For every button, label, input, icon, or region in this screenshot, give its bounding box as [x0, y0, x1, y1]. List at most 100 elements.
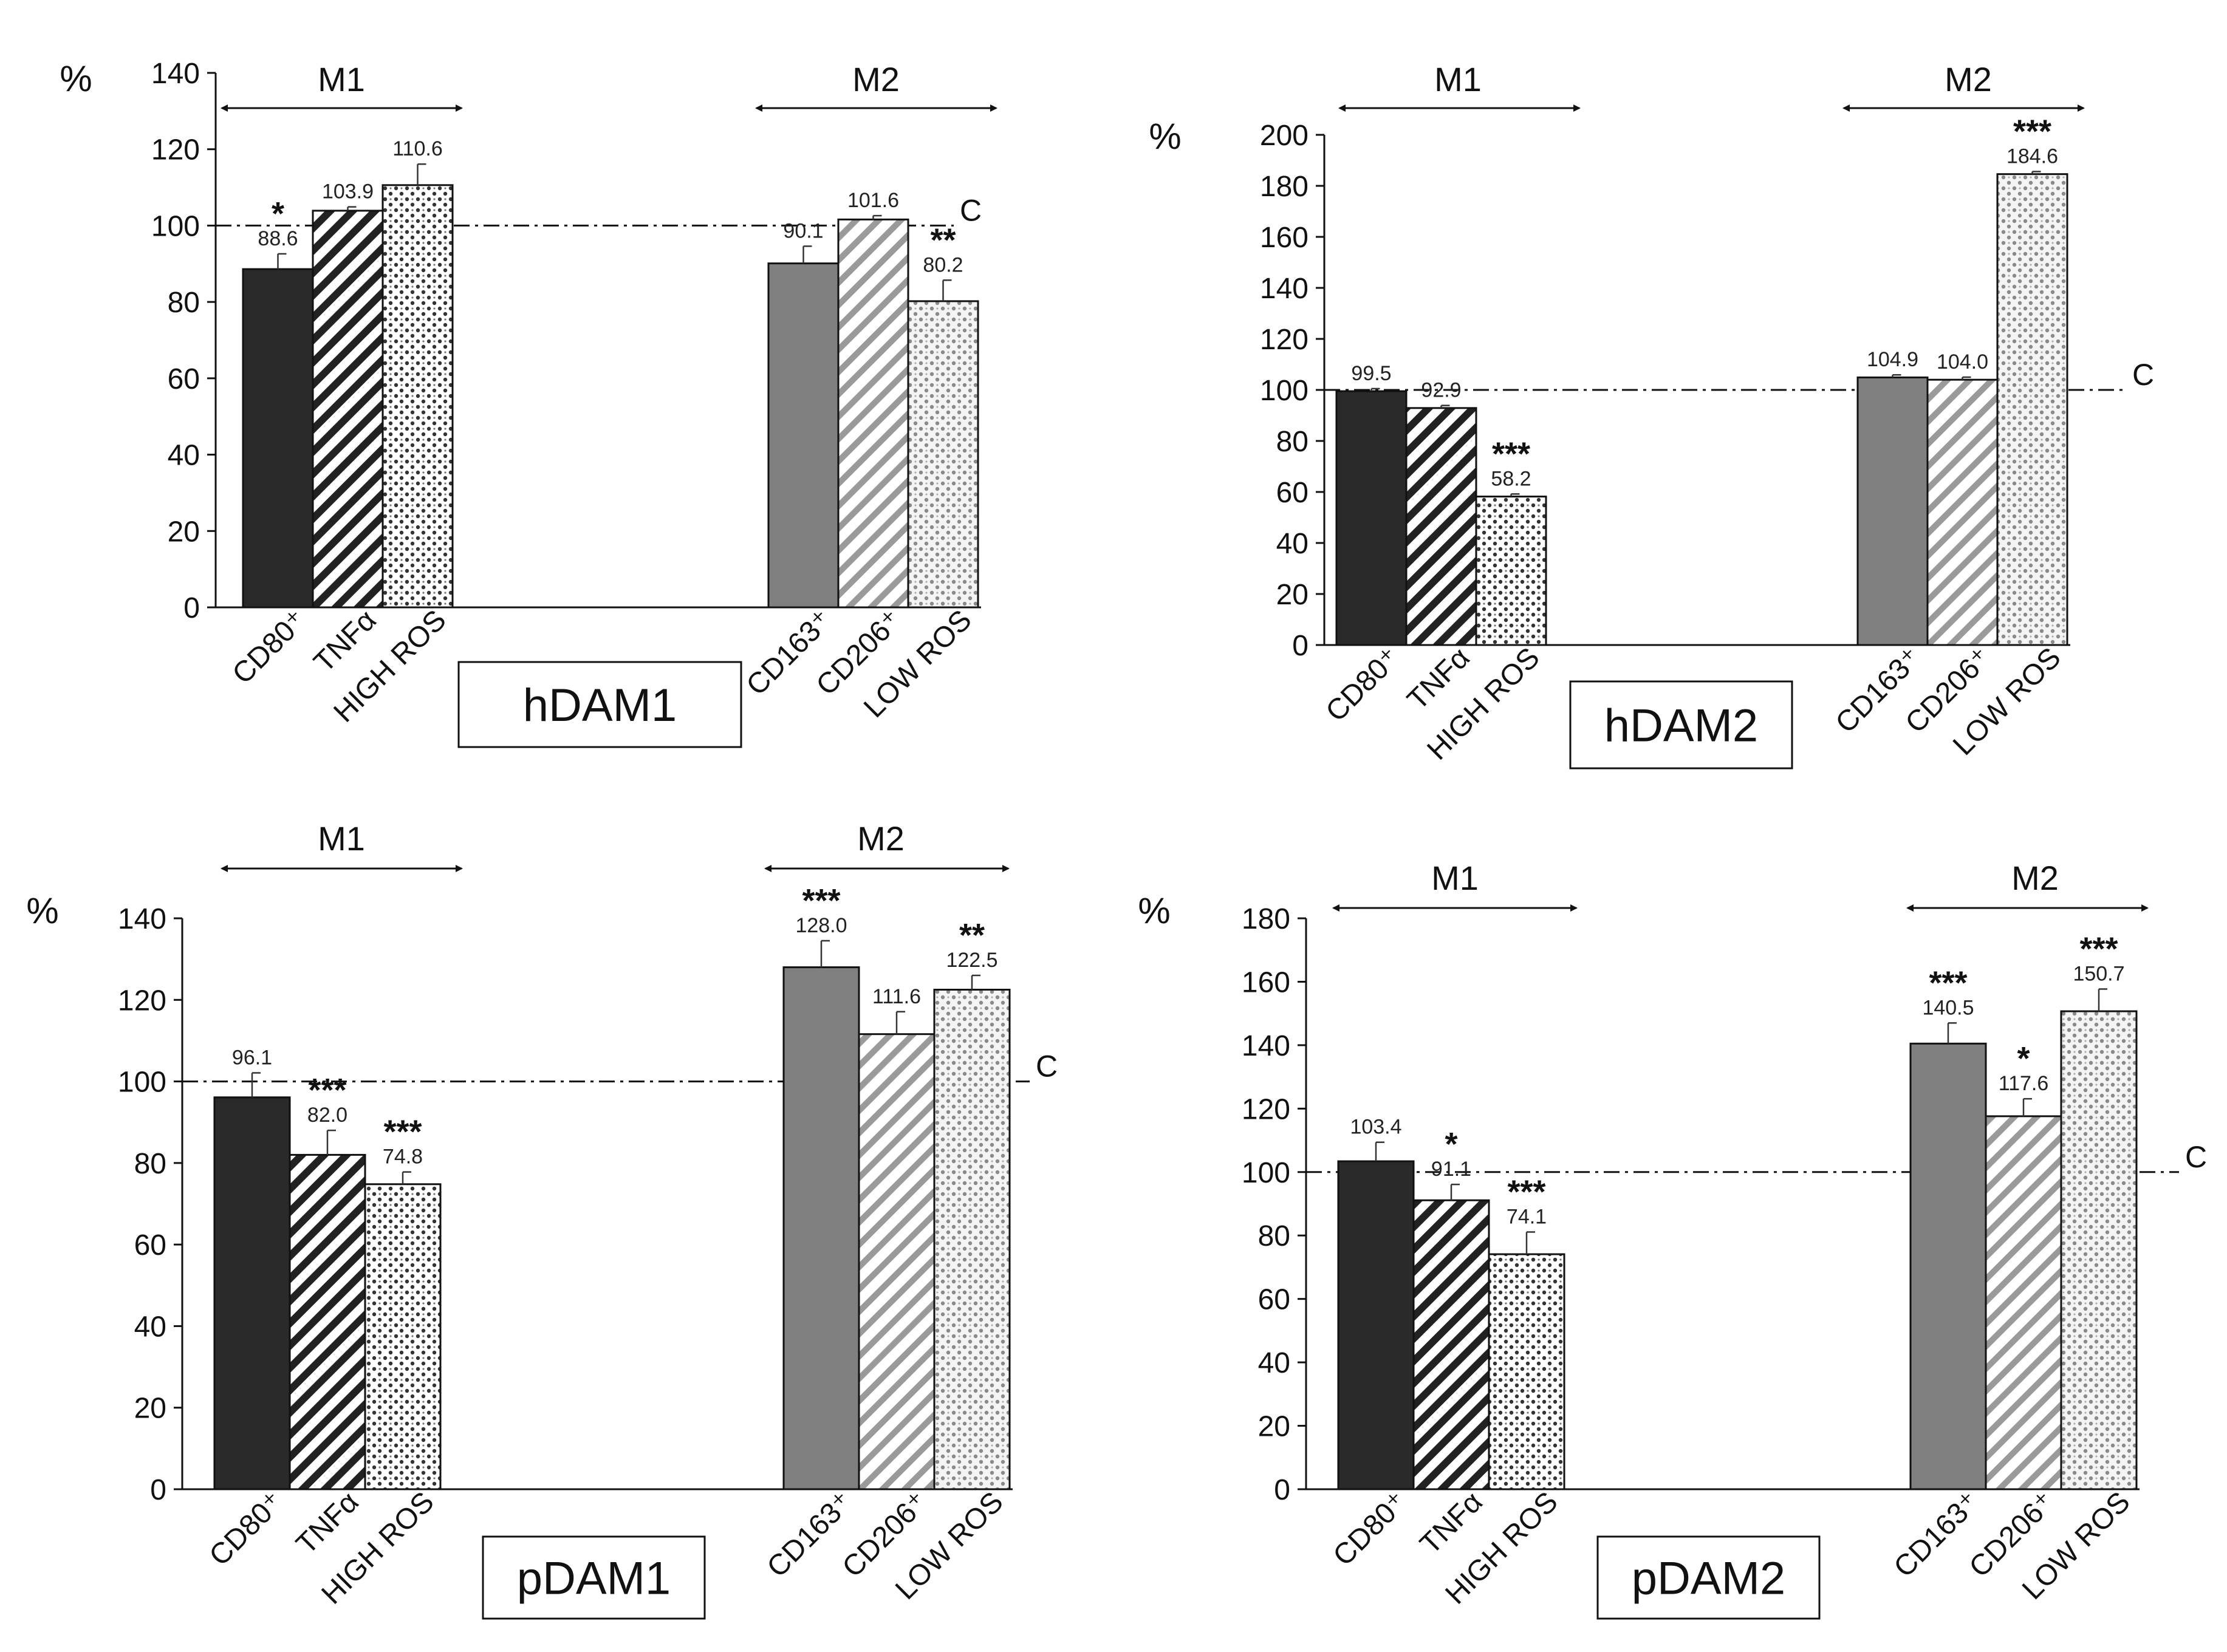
bar-tnfa — [1412, 1199, 1490, 1490]
y-tick-label: 140 — [118, 903, 166, 935]
bar-cd206 — [1926, 378, 1999, 646]
y-tick-label: 160 — [1260, 222, 1308, 254]
bar-cd80 — [213, 1096, 291, 1490]
data-label-cd163: 140.5 — [1922, 996, 1974, 1019]
significance-low-ros: *** — [2079, 930, 2118, 967]
group-label-m2: M2 — [2011, 859, 2059, 897]
y-tick-label: 20 — [168, 516, 200, 548]
group-label-m1: M1 — [1431, 859, 1479, 897]
bar-tnfa — [1405, 407, 1477, 646]
y-tick-label: 180 — [1260, 171, 1308, 203]
bar-low-ros — [907, 300, 979, 609]
y-axis-label: % — [1138, 890, 1170, 931]
control-label: C — [2132, 358, 2154, 392]
bar-high-ros — [364, 1183, 442, 1490]
y-tick-label: 0 — [150, 1474, 166, 1506]
chart-title: hDAM2 — [1604, 700, 1758, 752]
data-label-low-ros: 184.6 — [2006, 145, 2058, 168]
data-label-cd206: 101.6 — [847, 189, 899, 212]
data-label-cd80: 103.4 — [1350, 1116, 1401, 1139]
title-box — [1596, 1535, 1821, 1620]
y-tick-label: 60 — [1258, 1284, 1290, 1316]
chart-title: pDAM1 — [517, 1553, 671, 1605]
y-tick-label: 180 — [1242, 903, 1290, 935]
data-label-cd206: 104.0 — [1937, 350, 1988, 374]
y-tick-label: 100 — [1242, 1157, 1290, 1189]
significance-low-ros: ** — [959, 917, 985, 954]
group-label-m2: M2 — [857, 819, 905, 858]
y-tick-label: 60 — [1276, 477, 1308, 509]
chart-title: pDAM2 — [1632, 1553, 1785, 1605]
bar-tnfa — [312, 210, 384, 609]
data-label-cd206: 117.6 — [1999, 1072, 2049, 1095]
y-tick-label: 60 — [134, 1229, 166, 1261]
control-label: C — [960, 193, 982, 227]
bar-cd163 — [782, 966, 860, 1490]
category-label-cd80: CD80⁺ — [1320, 641, 1406, 728]
y-tick-label: 200 — [1260, 120, 1308, 152]
significance-cd163: *** — [802, 882, 840, 919]
bar-high-ros — [381, 184, 454, 609]
y-tick-label: 100 — [1260, 375, 1308, 407]
group-label-m1: M1 — [318, 819, 365, 858]
y-tick-label: 40 — [1276, 528, 1308, 560]
data-label-cd206: 111.6 — [872, 985, 921, 1008]
significance-low-ros: ** — [930, 222, 956, 258]
bar-cd163 — [767, 262, 840, 609]
y-tick-label: 120 — [118, 985, 166, 1017]
y-tick-label: 100 — [151, 210, 200, 242]
y-tick-label: 40 — [134, 1311, 166, 1343]
data-label-high-ros: 58.2 — [1491, 467, 1531, 490]
y-tick-label: 140 — [151, 58, 200, 90]
title-box — [457, 661, 742, 748]
y-tick-label: 120 — [1242, 1093, 1290, 1125]
chart-panel-pdam2: 0 20 40 60 80 100 120 140 160 180% C M1 M2 103.4 CD80⁺… — [1138, 859, 2207, 1620]
bar-cd80 — [242, 268, 314, 609]
y-tick-label: 160 — [1242, 966, 1290, 998]
bar-tnfa — [289, 1153, 366, 1490]
y-tick-label: 60 — [168, 363, 200, 395]
significance-high-ros: *** — [383, 1114, 422, 1150]
data-label-cd80: 96.1 — [232, 1046, 272, 1069]
data-label-low-ros: 80.2 — [923, 253, 963, 276]
data-label-low-ros: 150.7 — [2073, 962, 2124, 985]
y-tick-label: 40 — [1258, 1347, 1290, 1379]
y-tick-label: 140 — [1242, 1030, 1290, 1062]
significance-low-ros: *** — [2013, 113, 2051, 149]
y-tick-label: 80 — [134, 1148, 166, 1180]
title-box — [1569, 680, 1793, 770]
data-label-cd163: 104.9 — [1867, 348, 1918, 371]
control-label: C — [1036, 1050, 1058, 1084]
category-label-cd80: CD80⁺ — [204, 1486, 290, 1572]
bar-cd163 — [1909, 1042, 1987, 1490]
y-tick-label: 80 — [168, 287, 200, 319]
significance-cd163: *** — [1929, 964, 1967, 1001]
y-tick-label: 20 — [134, 1393, 166, 1425]
control-label: C — [2185, 1140, 2207, 1174]
data-label-tnfa: 91.1 — [1431, 1158, 1471, 1181]
y-axis-label: % — [26, 890, 58, 931]
y-tick-label: 40 — [168, 440, 200, 472]
data-label-cd163: 90.1 — [783, 219, 823, 242]
y-tick-label: 20 — [1276, 579, 1308, 611]
chart-title: hDAM1 — [523, 680, 677, 731]
group-label-m2: M2 — [1945, 60, 1992, 98]
y-axis-label: % — [60, 58, 92, 99]
group-label-m1: M1 — [1434, 60, 1482, 98]
data-label-tnfa: 103.9 — [322, 180, 374, 203]
significance-tnfa: * — [1445, 1126, 1457, 1162]
bar-cd80 — [1337, 1160, 1415, 1490]
y-tick-label: 80 — [1258, 1220, 1290, 1252]
category-label-cd80: CD80⁺ — [227, 604, 313, 690]
significance-high-ros: *** — [1507, 1173, 1545, 1210]
group-label-m2: M2 — [852, 60, 900, 98]
bar-cd80 — [1335, 390, 1408, 646]
chart-panel-hdam2: 0 20 40 60 80 100 120 140 160 180 200% C M1 M2 99.5 CD8… — [1149, 60, 2154, 770]
significance-cd206: * — [2017, 1040, 2030, 1077]
y-tick-label: 20 — [1258, 1411, 1290, 1443]
group-label-m1: M1 — [318, 60, 365, 98]
data-label-tnfa: 82.0 — [307, 1104, 347, 1127]
